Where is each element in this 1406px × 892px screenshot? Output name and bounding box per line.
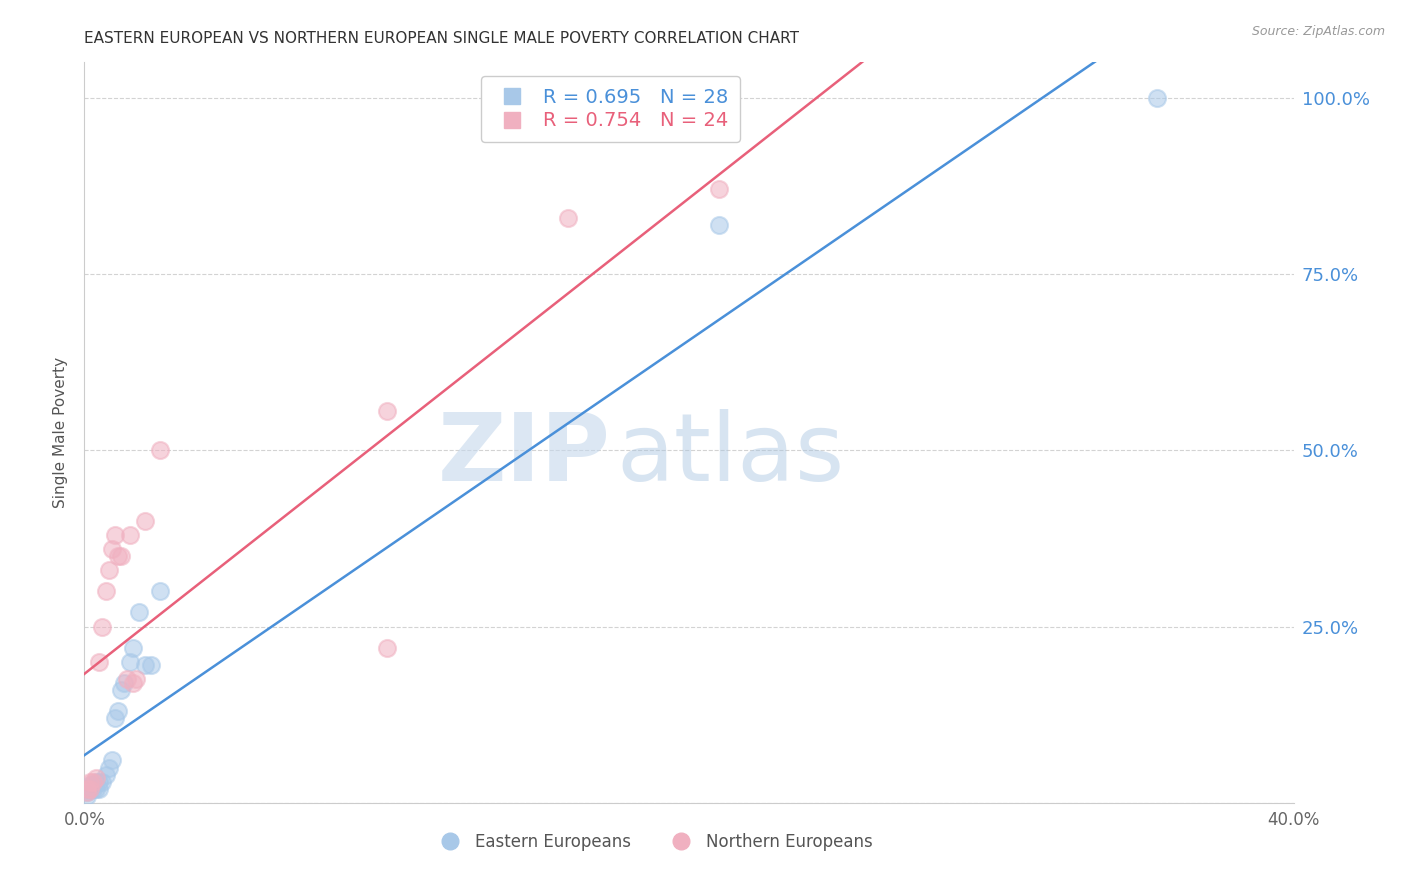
Point (149, 443, 172, 458)
Point (86, 771, 108, 785)
Point (149, 584, 172, 599)
Point (110, 549, 132, 563)
Point (82, 781, 104, 796)
Point (100, 754, 122, 768)
Y-axis label: Single Male Poverty: Single Male Poverty (53, 357, 69, 508)
Point (118, 528, 141, 542)
Point (709, 218, 731, 232)
Text: ZIP: ZIP (437, 409, 610, 500)
Point (76, 789, 98, 803)
Point (76, 781, 98, 796)
Point (86, 781, 108, 796)
Point (107, 704, 129, 718)
Point (118, 655, 141, 669)
Point (86, 774, 108, 789)
Point (97, 563, 120, 577)
Point (79, 778, 101, 792)
Point (1146, 91, 1168, 105)
Point (89, 774, 111, 789)
Point (79, 781, 101, 796)
Point (110, 683, 132, 698)
Point (709, 182, 731, 196)
Point (89, 781, 111, 796)
Point (91, 619, 114, 633)
Point (79, 781, 101, 796)
Point (76, 785, 98, 799)
Point (557, 211, 579, 225)
Point (76, 781, 98, 796)
Text: atlas: atlas (616, 409, 845, 500)
Point (94, 767, 117, 781)
Legend: Eastern Europeans, Northern Europeans: Eastern Europeans, Northern Europeans (426, 826, 879, 857)
Point (82, 778, 104, 792)
Point (79, 774, 101, 789)
Point (375, 640, 398, 655)
Point (100, 541, 122, 556)
Point (82, 774, 104, 789)
Point (97, 760, 120, 774)
Point (134, 514, 156, 528)
Point (115, 673, 138, 687)
Point (107, 549, 129, 563)
Point (121, 640, 143, 655)
Point (112, 676, 135, 690)
Point (91, 774, 114, 789)
Point (79, 781, 101, 796)
Point (89, 655, 111, 669)
Point (125, 673, 148, 687)
Point (121, 676, 143, 690)
Point (104, 711, 127, 725)
Point (104, 528, 127, 542)
Point (94, 584, 117, 599)
Text: EASTERN EUROPEAN VS NORTHERN EUROPEAN SINGLE MALE POVERTY CORRELATION CHART: EASTERN EUROPEAN VS NORTHERN EUROPEAN SI… (84, 31, 800, 46)
Point (139, 658, 162, 673)
Point (134, 658, 156, 673)
Point (76, 785, 98, 799)
Text: Source: ZipAtlas.com: Source: ZipAtlas.com (1251, 25, 1385, 38)
Point (128, 606, 150, 620)
Point (375, 404, 398, 418)
